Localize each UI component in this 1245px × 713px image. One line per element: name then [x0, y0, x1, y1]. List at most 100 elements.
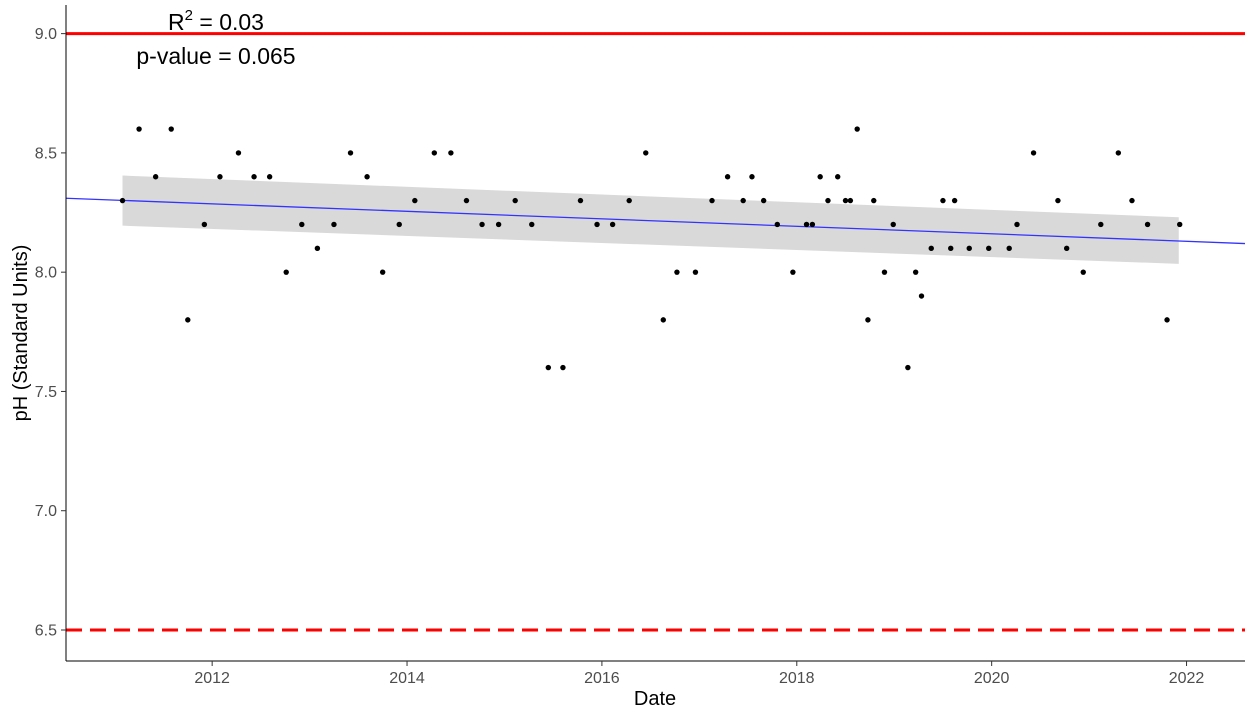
data-point — [1063, 245, 1070, 252]
data-point — [299, 221, 305, 228]
data-point — [1177, 221, 1183, 228]
data-point — [951, 197, 958, 204]
data-point — [412, 197, 418, 204]
data-point — [152, 174, 159, 180]
data-point — [847, 197, 854, 204]
data-point — [594, 221, 600, 228]
data-point — [1144, 221, 1151, 228]
data-point — [986, 245, 992, 252]
ticks-layer: 2012 2014 2016 2018 2020 2022 6.5 7.0 7.5 8.0 8.5 9… — [35, 26, 1205, 687]
data-point — [643, 150, 649, 156]
data-point — [379, 269, 386, 275]
data-point — [948, 245, 954, 252]
data-point — [283, 269, 289, 275]
data-point — [512, 197, 518, 204]
data-point — [1129, 197, 1135, 204]
data-point — [749, 174, 755, 180]
p-value-annotation: p-value = 0.065 — [136, 43, 295, 69]
data-point — [674, 269, 680, 275]
data-point — [803, 221, 810, 228]
data-point — [842, 197, 849, 204]
data-point — [865, 317, 871, 323]
data-point — [817, 174, 823, 180]
data-point — [1014, 221, 1020, 228]
data-point — [724, 174, 731, 180]
confidence-band — [122, 175, 1179, 264]
data-point — [1080, 269, 1086, 275]
x-tick-label: 2018 — [779, 670, 815, 687]
data-points-layer — [119, 126, 1183, 371]
r-squared-superscript: 2 — [185, 7, 193, 24]
data-point — [168, 126, 174, 132]
confidence-band-layer — [122, 175, 1179, 264]
data-point — [918, 293, 925, 299]
data-point — [479, 221, 485, 228]
y-tick-label: 8.0 — [35, 265, 57, 282]
data-point — [396, 221, 402, 228]
data-point — [560, 364, 566, 371]
data-point — [881, 269, 888, 275]
data-point — [905, 364, 911, 371]
data-point — [890, 221, 896, 228]
data-point — [1115, 150, 1122, 156]
data-point — [825, 197, 831, 204]
data-point — [966, 245, 972, 252]
data-point — [854, 126, 860, 132]
data-point — [626, 197, 632, 204]
data-point — [347, 150, 354, 156]
y-tick-label: 6.5 — [35, 622, 57, 639]
trend-line-layer — [65, 197, 1245, 245]
reference-lines-layer — [66, 32, 1245, 632]
x-tick-label: 2016 — [584, 670, 620, 687]
r-squared-symbol: R — [168, 9, 185, 35]
data-point — [136, 126, 142, 132]
data-point — [809, 221, 816, 228]
data-point — [463, 197, 470, 204]
data-point — [760, 197, 767, 204]
data-point — [709, 197, 715, 204]
data-point — [660, 317, 666, 323]
data-point — [119, 197, 126, 204]
data-point — [201, 221, 208, 228]
y-tick-label: 7.5 — [35, 384, 57, 401]
data-point — [1164, 317, 1170, 323]
data-point — [912, 269, 919, 275]
data-point — [185, 317, 191, 323]
data-point — [235, 150, 242, 156]
data-point — [331, 221, 337, 228]
data-point — [940, 197, 946, 204]
data-point — [692, 269, 699, 275]
data-point — [529, 221, 535, 228]
data-point — [1006, 245, 1012, 252]
data-point — [609, 221, 616, 228]
data-point — [545, 364, 552, 371]
axes-layer — [65, 5, 1245, 662]
data-point — [1098, 221, 1104, 228]
x-tick-label: 2012 — [194, 670, 230, 687]
data-point — [217, 174, 223, 180]
data-point — [448, 150, 454, 156]
data-point — [1055, 197, 1061, 204]
data-point — [871, 197, 877, 204]
x-axis-title: Date — [634, 688, 676, 710]
data-point — [835, 174, 841, 180]
data-point — [928, 245, 934, 252]
data-point — [774, 221, 780, 228]
x-tick-label: 2020 — [974, 670, 1010, 687]
x-tick-label: 2022 — [1169, 670, 1205, 687]
data-point — [251, 174, 257, 180]
data-point — [740, 197, 746, 204]
data-point — [266, 174, 273, 180]
y-axis-title: pH (Standard Units) — [10, 245, 32, 422]
data-point — [364, 174, 370, 180]
y-tick-label: 7.0 — [35, 503, 57, 520]
data-point — [495, 221, 502, 228]
x-tick-label: 2014 — [389, 670, 425, 687]
y-tick-label: 8.5 — [35, 145, 57, 162]
r-squared-annotation: R2 = 0.03 — [168, 7, 264, 35]
data-point — [314, 245, 321, 252]
data-point — [431, 150, 438, 156]
y-tick-label: 9.0 — [35, 26, 57, 43]
r-squared-value: = 0.03 — [193, 9, 264, 35]
